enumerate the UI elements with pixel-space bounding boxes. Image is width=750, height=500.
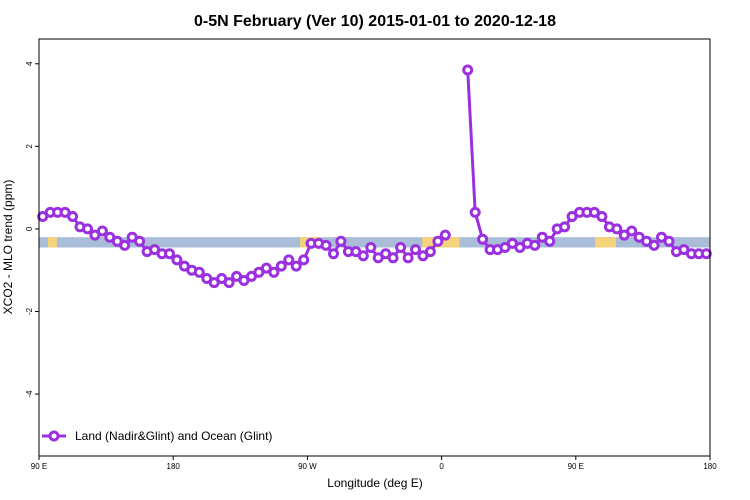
data-point [171,254,183,266]
data-point [298,254,310,266]
data-point [424,246,436,258]
data-point [439,229,451,241]
data-point [290,260,302,272]
data-point [134,235,146,247]
data-point [223,277,235,289]
data-point [268,266,280,278]
data-point [283,254,295,266]
y-axis-title: XCO2 - MLO trend (ppm) [1,180,15,315]
data-point [648,239,660,251]
ocean-band [39,237,710,248]
x-tick-label: 90 E [31,462,47,471]
x-tick-label: 90 W [298,462,317,471]
y-tick-label: 2 [25,144,34,149]
data-point [395,242,407,253]
data-point [529,239,541,251]
plot-frame [38,38,711,457]
x-axis: 90 E 180 90 W 0 90 E 180 [31,456,717,471]
data-point [544,235,556,247]
data-point [275,260,287,272]
y-tick-label: 4 [25,61,34,66]
data-point [700,248,712,260]
y-tick-label: 0 [25,226,34,231]
data-point [357,250,369,262]
data-point [335,235,347,247]
y-tick-label: -2 [25,307,34,315]
legend-marker-swatch [48,430,60,442]
data-point [611,223,623,235]
data-point [193,266,205,278]
y-tick-label: -4 [25,390,34,398]
data-point [164,248,175,260]
series-layer [37,64,712,289]
x-tick-label: 0 [439,462,444,471]
data-point [320,239,332,251]
data-point [410,244,421,256]
y-axis: 4 2 0 -2 -4 [25,61,39,398]
data-point [596,211,608,222]
data-point [462,64,474,76]
legend: Land (Nadir&Glint) and Ocean (Glint) [42,429,272,443]
x-axis-title: Longitude (deg E) [327,476,422,490]
x-tick-label: 90 E [568,462,584,471]
chart-title: 0-5N February (Ver 10) 2015-01-01 to 202… [194,13,556,30]
land-band-segment [47,237,57,248]
data-point [365,242,377,253]
data-point [477,233,489,245]
data-point [626,225,638,237]
land-band-segment [595,237,617,248]
data-point [559,221,571,233]
legend-label: Land (Nadir&Glint) and Ocean (Glint) [75,429,272,443]
data-point [663,235,675,247]
series-line [466,69,707,256]
data-point [67,211,79,222]
data-point [432,235,444,247]
data-point [82,223,93,235]
data-point [119,239,131,251]
data-point [96,225,108,237]
x-tick-label: 180 [703,462,717,471]
data-point [402,252,414,264]
data-point [469,206,481,218]
data-point [387,252,399,264]
data-point [328,248,339,260]
x-tick-label: 180 [167,462,181,471]
